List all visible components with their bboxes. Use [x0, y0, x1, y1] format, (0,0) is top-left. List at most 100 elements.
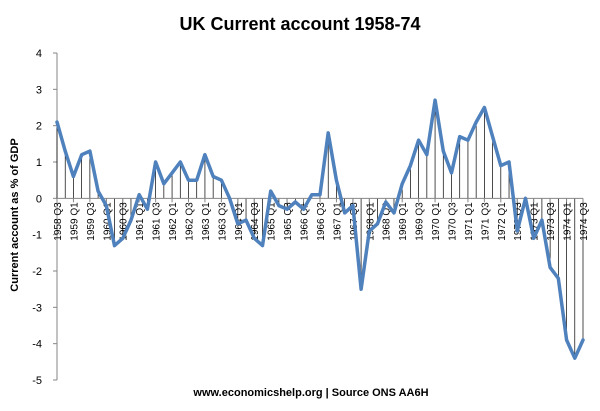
y-tick-label: -1: [32, 230, 42, 242]
data-point: [474, 120, 478, 124]
data-point: [581, 338, 585, 342]
data-point: [285, 207, 289, 211]
y-tick-label: -4: [32, 339, 42, 351]
data-point: [244, 218, 248, 222]
data-point: [417, 138, 421, 142]
data-point: [524, 196, 527, 200]
x-tick-label: 1959 Q3: [86, 202, 97, 241]
data-point: [63, 149, 67, 153]
data-point: [104, 204, 108, 208]
data-point: [293, 200, 297, 204]
data-point: [96, 189, 100, 193]
x-tick-label: 1961 Q1: [135, 202, 146, 241]
data-point: [154, 160, 158, 164]
data-point: [367, 229, 371, 233]
x-tick-label: 1964 Q3: [250, 202, 261, 241]
x-tick-label: 1961 Q3: [152, 202, 163, 241]
x-tick-label: 1960 Q3: [119, 202, 130, 241]
data-point: [318, 193, 322, 197]
data-point: [113, 244, 116, 247]
data-point: [310, 193, 314, 197]
x-tick-label: 1968 Q1: [365, 202, 376, 241]
data-point: [540, 218, 544, 222]
data-point: [532, 236, 536, 240]
x-tick-label: 1968 Q3: [382, 202, 393, 241]
y-tick-label: 0: [36, 193, 42, 205]
data-point: [137, 193, 141, 197]
data-point: [170, 171, 174, 175]
x-tick-label: 1969 Q3: [415, 202, 426, 241]
data-point: [499, 164, 503, 168]
chart-title: UK Current account 1958-74: [179, 14, 420, 34]
data-point: [441, 149, 445, 153]
data-point: [409, 164, 412, 168]
data-point: [219, 178, 223, 182]
drop-lines: [56, 100, 584, 359]
data-point: [178, 160, 182, 164]
x-tick-label: 1962 Q1: [168, 202, 179, 241]
data-point: [491, 135, 494, 138]
data-point: [203, 153, 207, 157]
x-tick-label: 1973 Q3: [546, 202, 557, 241]
x-tick-label: 1962 Q3: [185, 202, 196, 241]
data-point: [121, 236, 125, 240]
x-tick-label: 1963 Q1: [201, 202, 212, 241]
data-point: [129, 218, 133, 222]
data-point: [252, 236, 256, 240]
x-tick-label: 1971 Q1: [464, 202, 475, 241]
data-point: [515, 229, 519, 233]
data-point: [466, 138, 470, 142]
data-point: [88, 149, 92, 153]
data-point: [211, 175, 215, 178]
data-point: [376, 222, 379, 226]
y-tick-label: -5: [32, 375, 42, 387]
x-tick-label: 1974 Q1: [563, 202, 574, 241]
data-point: [236, 222, 240, 226]
y-tick-label: -3: [32, 302, 42, 314]
y-tick-label: -2: [32, 266, 42, 278]
y-tick-label: 1: [36, 157, 42, 169]
y-tick-label: 3: [36, 84, 42, 96]
data-point: [146, 207, 149, 211]
data-points: [55, 98, 585, 360]
data-point: [326, 131, 330, 135]
y-tick-label: 2: [36, 121, 42, 133]
data-point: [565, 338, 568, 342]
x-tick-label: 1959 Q1: [69, 202, 80, 241]
x-tick-label: 1966 Q3: [316, 202, 327, 241]
data-point: [384, 200, 388, 204]
data-point: [359, 287, 363, 291]
data-point: [228, 196, 231, 200]
data-point: [433, 98, 437, 102]
x-tick-label: 1966 Q1: [300, 202, 311, 241]
data-point: [556, 276, 560, 280]
x-tick-label: 1969 Q1: [398, 202, 409, 241]
x-tick-label: 1974 Q3: [579, 202, 590, 241]
x-tick-label: 1965 Q1: [267, 202, 278, 241]
source-footer: www.economicshelp.org | Source ONS AA6H: [192, 387, 428, 399]
data-point: [450, 171, 453, 175]
data-point: [187, 178, 190, 182]
x-tick-label: 1965 Q3: [283, 202, 294, 241]
x-axis: 1958 Q3 1959 Q1 1959 Q3 1960 Q1 1960 Q3 1961 …: [53, 198, 590, 241]
data-point: [72, 175, 75, 178]
data-point: [269, 189, 273, 193]
x-tick-label: 1970 Q3: [448, 202, 459, 241]
data-point: [335, 178, 338, 182]
x-tick-label: 1971 Q3: [480, 202, 491, 241]
data-point: [302, 207, 305, 211]
data-point: [392, 211, 396, 215]
data-point: [507, 160, 511, 164]
x-tick-label: 1967 Q1: [332, 202, 343, 241]
data-point: [261, 244, 264, 247]
data-point: [400, 182, 404, 186]
data-point: [343, 211, 347, 215]
x-tick-label: 1958 Q3: [53, 202, 64, 241]
x-tick-label: 1963 Q3: [217, 202, 228, 241]
x-tick-label: 1970 Q1: [431, 202, 442, 241]
data-point: [55, 120, 59, 124]
x-tick-label: 1973 Q1: [530, 202, 541, 241]
data-point: [195, 178, 199, 182]
y-axis-label: Current account as % of GDP: [9, 138, 21, 291]
